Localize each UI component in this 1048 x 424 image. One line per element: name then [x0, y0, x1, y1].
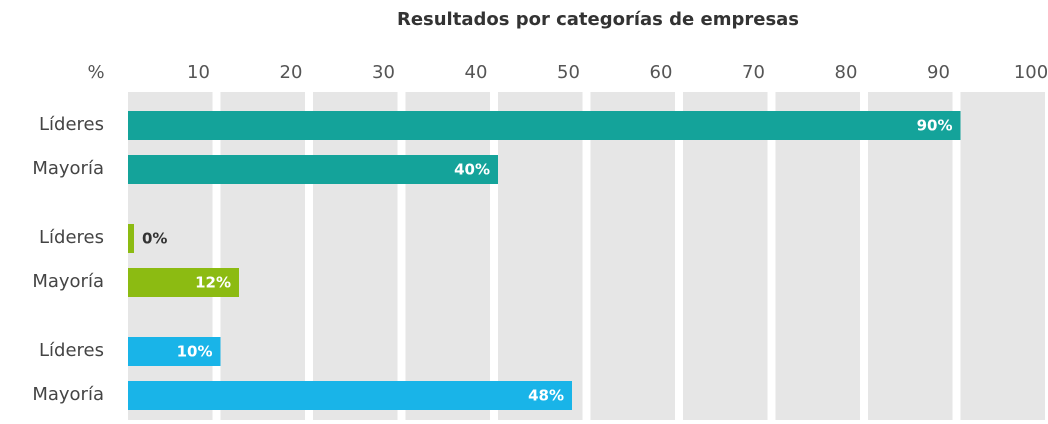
x-tick-label: 100 — [1014, 62, 1048, 83]
category-label: Mayoría — [32, 271, 104, 292]
x-tick-label: 40 — [465, 62, 488, 83]
bar — [128, 224, 134, 253]
bar — [128, 381, 572, 410]
x-tick-label: 90 — [927, 62, 950, 83]
value-label: 12% — [195, 274, 231, 292]
category-label: Mayoría — [32, 384, 104, 405]
value-label: 48% — [528, 387, 564, 405]
category-label: Líderes — [39, 340, 104, 361]
x-tick-label: 60 — [650, 62, 673, 83]
category-label: Líderes — [39, 114, 104, 135]
value-label: 90% — [917, 117, 953, 135]
x-tick-label: 10 — [187, 62, 210, 83]
value-label: 10% — [177, 343, 213, 361]
bar — [128, 155, 498, 184]
x-tick-label: 30 — [372, 62, 395, 83]
x-tick-label: 80 — [835, 62, 858, 83]
value-label: 40% — [454, 161, 490, 179]
x-tick-label: 70 — [742, 62, 765, 83]
bar — [128, 337, 221, 366]
category-label: Líderes — [39, 227, 104, 248]
x-axis-label: % — [87, 62, 104, 83]
bar — [128, 111, 961, 140]
category-label: Mayoría — [32, 158, 104, 179]
value-label: 0% — [142, 230, 167, 248]
x-tick-label: 50 — [557, 62, 580, 83]
chart-title: Resultados por categorías de empresas — [397, 9, 799, 30]
x-tick-label: 20 — [280, 62, 303, 83]
bar — [128, 268, 239, 297]
